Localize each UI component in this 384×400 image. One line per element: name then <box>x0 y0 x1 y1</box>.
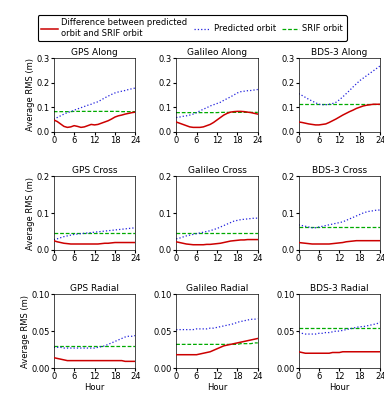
Y-axis label: Average RMS (m): Average RMS (m) <box>26 176 35 250</box>
Title: GPS Radial: GPS Radial <box>70 284 119 294</box>
Legend: Difference between predicted
orbit and SRIF orbit, Predicted orbit, SRIF orbit: Difference between predicted orbit and S… <box>38 15 346 41</box>
X-axis label: Hour: Hour <box>207 382 227 392</box>
Title: Galileo Cross: Galileo Cross <box>187 166 247 175</box>
Title: Galileo Along: Galileo Along <box>187 48 247 57</box>
Y-axis label: Average RMS (m): Average RMS (m) <box>21 294 30 368</box>
Title: BDS-3 Along: BDS-3 Along <box>311 48 367 57</box>
X-axis label: Hour: Hour <box>329 382 349 392</box>
Title: Galileo Radial: Galileo Radial <box>186 284 248 294</box>
Title: GPS Cross: GPS Cross <box>72 166 117 175</box>
Title: BDS-3 Radial: BDS-3 Radial <box>310 284 369 294</box>
X-axis label: Hour: Hour <box>84 382 105 392</box>
Title: GPS Along: GPS Along <box>71 48 118 57</box>
Y-axis label: Average RMS (m): Average RMS (m) <box>26 58 35 132</box>
Title: BDS-3 Cross: BDS-3 Cross <box>312 166 367 175</box>
